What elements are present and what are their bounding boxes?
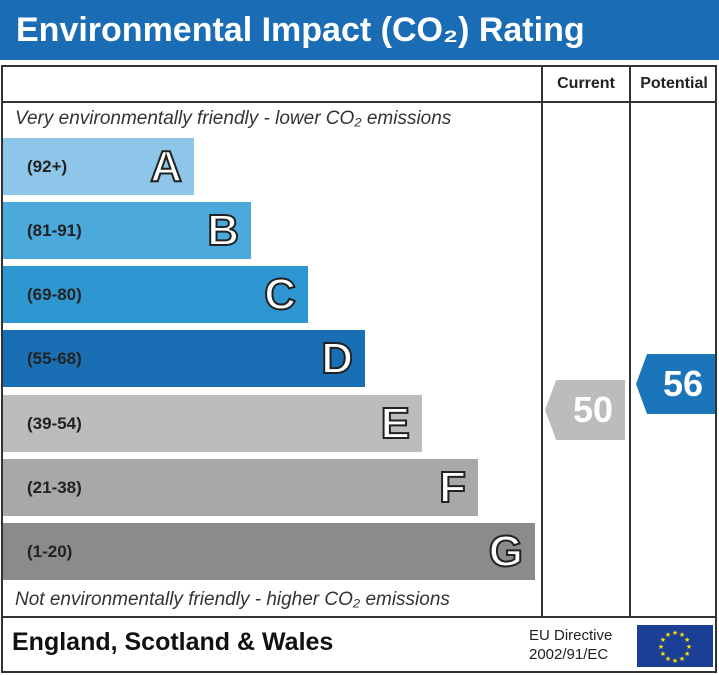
band-letter: G: [488, 526, 524, 577]
current-header: Current: [557, 75, 615, 92]
band-g: (1-20) G: [3, 523, 535, 580]
star-icon: ★: [665, 655, 671, 663]
band-f: (21-38) F: [3, 459, 478, 516]
chart-title: Environmental Impact (CO₂) Rating: [0, 0, 719, 60]
current-rating-arrow: 50: [545, 380, 625, 440]
directive-line2: 2002/91/EC: [529, 646, 609, 663]
footer-divider: [1, 616, 717, 618]
potential-rating-arrow: 56: [636, 354, 715, 414]
band-b: (81-91) B: [3, 202, 251, 259]
rating-frame: [1, 65, 717, 673]
band-letter: F: [438, 462, 467, 513]
top-note: Very environmentally friendly - lower CO…: [15, 108, 452, 129]
star-icon: ★: [672, 629, 678, 637]
band-letter: A: [149, 141, 183, 192]
star-icon: ★: [684, 650, 690, 658]
star-icon: ★: [660, 636, 666, 644]
star-icon: ★: [679, 655, 685, 663]
eu-flag-icon: ★★★★★★★★★ ★ ★★: [637, 625, 713, 667]
band-letter: C: [263, 269, 297, 320]
band-c: (69-80) C: [3, 266, 308, 323]
star-icon: ★: [660, 650, 666, 658]
band-letter: E: [380, 398, 411, 449]
star-icon: ★: [658, 643, 664, 651]
star-icon: ★: [665, 631, 671, 639]
star-icon: ★: [684, 636, 690, 644]
band-range: (39-54): [27, 414, 82, 433]
band-range: (92+): [27, 157, 68, 176]
band-letter: B: [206, 205, 240, 256]
star-icon: ★: [672, 657, 678, 665]
directive-line1: EU Directive: [529, 627, 613, 644]
band-range: (21-38): [27, 478, 82, 497]
band-range: (1-20): [27, 542, 73, 561]
potential-header: Potential: [640, 75, 708, 92]
header-divider: [1, 101, 717, 103]
band-e: (39-54) E: [3, 395, 422, 452]
star-icon: ★: [686, 643, 692, 651]
band-range: (81-91): [27, 221, 82, 240]
region-label: England, Scotland & Wales: [12, 628, 334, 656]
band-d: (55-68) D: [3, 330, 365, 387]
bottom-note: Not environmentally friendly - higher CO…: [15, 589, 450, 610]
column-divider: [541, 65, 543, 617]
star-icon: ★: [679, 631, 685, 639]
band-range: (55-68): [27, 349, 82, 368]
band-a: (92+) A: [3, 138, 194, 195]
eu-directive: EU Directive 2002/91/EC: [529, 626, 612, 664]
band-range: (69-80): [27, 285, 82, 304]
band-letter: D: [320, 333, 354, 384]
column-divider: [629, 65, 631, 617]
